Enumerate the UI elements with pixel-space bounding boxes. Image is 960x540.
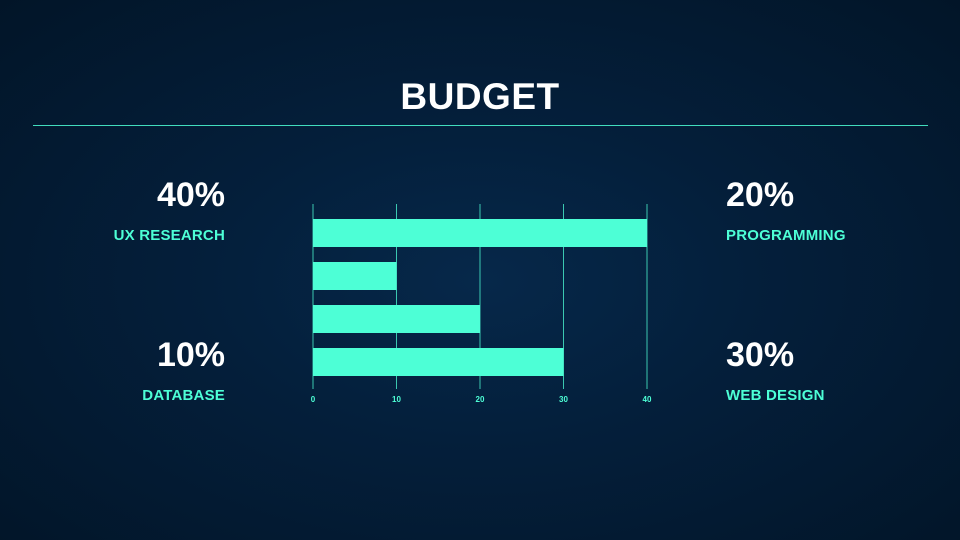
bar-database: [313, 262, 397, 290]
programming-percent: 20%: [726, 176, 795, 214]
x-tick-label-30: 30: [559, 395, 568, 404]
stat-database: 10% DATABASE: [25, 337, 225, 404]
x-tick-label-40: 40: [643, 395, 652, 404]
x-tick-label-20: 20: [476, 395, 485, 404]
web-design-label: WEB DESIGN: [726, 387, 825, 404]
bar-web-design: [313, 348, 564, 376]
x-tick-label-0: 0: [311, 395, 316, 404]
database-percent: 10%: [156, 336, 225, 374]
stat-programming: 20% PROGRAMMING: [726, 177, 926, 244]
ux-research-percent: 40%: [156, 176, 225, 214]
web-design-percent: 30%: [726, 336, 795, 374]
bar-ux-research: [313, 219, 647, 247]
stat-web-design: 30% WEB DESIGN: [726, 337, 926, 404]
bar-programming: [313, 305, 480, 333]
stat-ux-research: 40% UX RESEARCH: [25, 177, 225, 244]
page-title: BUDGET: [400, 76, 560, 117]
programming-label: PROGRAMMING: [726, 227, 846, 244]
x-tick-label-10: 10: [392, 395, 401, 404]
database-label: DATABASE: [142, 387, 225, 404]
ux-research-label: UX RESEARCH: [113, 227, 225, 244]
title-divider: [33, 125, 928, 126]
